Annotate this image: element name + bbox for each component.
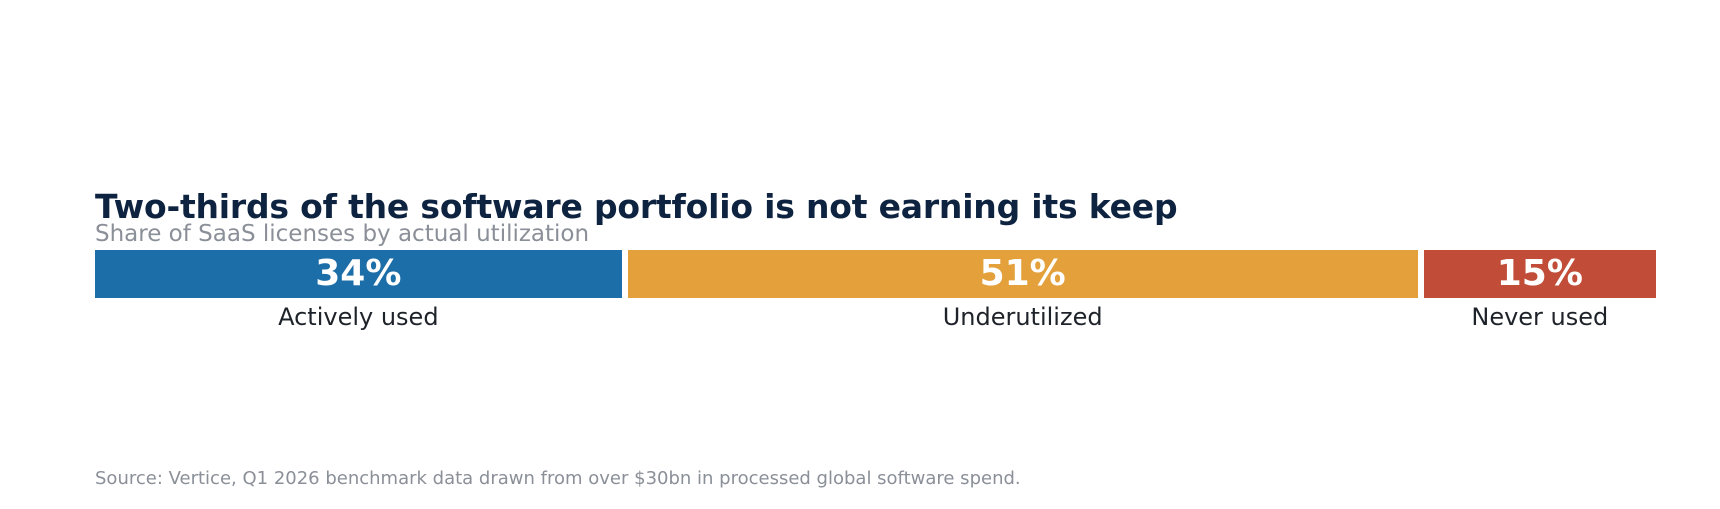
category-label: Underutilized — [942, 303, 1103, 331]
chart-subtitle: Share of SaaS licenses by actual utiliza… — [95, 221, 590, 247]
bar-segment-actively-used: 34% — [95, 250, 622, 298]
bar-value-label: 34% — [315, 253, 402, 294]
bar-value-label: 51% — [979, 253, 1066, 294]
bar-segment-never-used: 15% — [1423, 250, 1656, 298]
source-note: Source: Vertice, Q1 2026 benchmark data … — [95, 468, 1021, 489]
stacked-bar: 34% 51% 15% — [95, 250, 1656, 298]
bar-segment-underutilized: 51% — [627, 250, 1418, 298]
bar-value-label: 15% — [1496, 253, 1583, 294]
category-label: Never used — [1471, 303, 1609, 331]
chart-title: Two-thirds of the software portfolio is … — [95, 187, 1178, 226]
category-label: Actively used — [278, 303, 439, 331]
